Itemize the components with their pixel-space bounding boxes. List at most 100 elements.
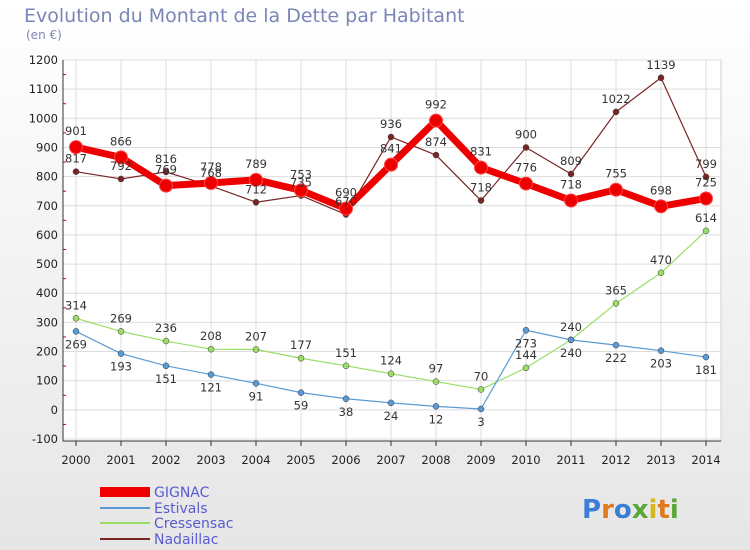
data-label-nadaillac: 817: [65, 152, 87, 166]
data-label-estivals: 240: [560, 346, 582, 360]
data-label-estivals: 181: [695, 363, 717, 377]
data-point-estivals: [207, 371, 215, 378]
data-label-estivals: 269: [65, 337, 87, 351]
proxiti-logo: Proxiti: [582, 495, 679, 525]
data-label-gignac: 698: [650, 183, 672, 197]
x-tick-label: 2006: [331, 453, 360, 467]
data-label-cressensac: 470: [650, 253, 672, 267]
data-point-estivals: [657, 347, 665, 354]
data-point-estivals: [702, 353, 710, 361]
y-tick-label: 900: [36, 140, 58, 154]
data-point-estivals: [522, 327, 530, 334]
data-label-gignac: 776: [515, 161, 537, 175]
chart-title: Evolution du Montant de la Dette par Hab…: [24, 5, 465, 27]
data-point-cressensac: [432, 378, 440, 385]
data-label-nadaillac: 718: [470, 181, 492, 195]
data-point-cressensac: [207, 345, 215, 353]
data-label-cressensac: 124: [380, 354, 402, 368]
data-label-cressensac: 614: [695, 211, 717, 225]
y-tick-label: 400: [36, 286, 58, 300]
data-point-estivals: [342, 395, 350, 403]
data-point-gignac: [249, 172, 263, 187]
data-point-estivals: [612, 341, 620, 349]
data-label-cressensac: 365: [605, 283, 627, 297]
data-point-estivals: [72, 328, 80, 335]
data-point-estivals: [252, 380, 260, 387]
data-point-cressensac: [342, 362, 350, 370]
x-tick-label: 2007: [376, 453, 405, 467]
data-label-nadaillac: 799: [695, 157, 717, 171]
data-point-cressensac: [297, 354, 305, 362]
data-point-cressensac: [252, 346, 260, 353]
data-label-gignac: 769: [155, 163, 177, 177]
data-label-gignac: 992: [425, 98, 447, 112]
data-label-gignac: 725: [695, 175, 717, 189]
data-point-gignac: [654, 199, 668, 214]
data-label-cressensac: 97: [429, 362, 444, 376]
data-point-cressensac: [162, 337, 170, 345]
legend-swatch-gignac: [100, 487, 150, 497]
x-tick-label: 2012: [601, 453, 630, 467]
logo-letter: i: [649, 495, 658, 525]
data-point-gignac: [699, 191, 713, 206]
data-point-estivals: [432, 403, 440, 410]
data-label-nadaillac: 1022: [601, 92, 630, 106]
logo-letter: t: [657, 495, 669, 525]
data-label-cressensac: 314: [65, 298, 87, 312]
data-label-nadaillac: 936: [380, 117, 402, 131]
data-point-gignac: [159, 178, 173, 193]
logo-letter: o: [614, 495, 632, 525]
data-point-cressensac: [387, 370, 395, 377]
legend-label-estivals: Estivals: [154, 501, 208, 517]
data-point-nadaillac: [252, 199, 260, 206]
data-label-nadaillac: 809: [560, 154, 582, 168]
x-tick-label: 2001: [106, 453, 135, 467]
logo-letter: i: [670, 495, 679, 525]
data-point-nadaillac: [702, 173, 710, 181]
data-label-gignac: 755: [605, 167, 627, 181]
legend-label-gignac: GIGNAC: [154, 485, 210, 501]
data-label-cressensac: 70: [474, 369, 489, 383]
data-label-nadaillac: 900: [515, 127, 537, 141]
data-point-nadaillac: [567, 170, 575, 178]
axes: -100 0 100 200 300 400 500 600 700 800 900 1000 1100…: [29, 53, 721, 467]
data-label-cressensac: 144: [515, 348, 537, 362]
data-label-estivals: 24: [384, 409, 399, 423]
data-label-estivals: 12: [429, 412, 444, 426]
data-point-cressensac: [522, 364, 530, 372]
x-tick-label: 2009: [466, 453, 495, 467]
chart-subtitle: (en €): [26, 28, 62, 42]
data-point-estivals: [117, 350, 125, 357]
y-tick-label: 700: [36, 199, 58, 213]
data-labels: 901 866 769 778 789 753 690 841 992 831 776 718 755 6…: [65, 58, 717, 429]
data-point-gignac: [114, 150, 128, 165]
data-label-estivals: 38: [339, 405, 354, 419]
data-label-nadaillac: 712: [245, 182, 267, 196]
data-point-cressensac: [477, 386, 485, 393]
grid-lines: [63, 59, 721, 441]
data-point-cressensac: [702, 227, 710, 235]
logo-letter: x: [632, 495, 649, 525]
data-label-cressensac: 240: [560, 320, 582, 334]
y-tick-label: 800: [36, 170, 58, 184]
data-point-nadaillac: [162, 168, 170, 176]
x-tick-label: 2011: [556, 453, 585, 467]
legend-label-cressensac: Cressensac: [154, 516, 233, 532]
data-label-nadaillac: 816: [155, 152, 177, 166]
x-tick-label: 2004: [241, 453, 270, 467]
data-point-nadaillac: [522, 144, 530, 151]
data-label-gignac: 753: [290, 167, 312, 181]
x-tick-label: 2014: [691, 453, 720, 467]
data-point-estivals: [477, 405, 485, 413]
data-point-nadaillac: [657, 74, 665, 82]
data-label-estivals: 151: [155, 372, 177, 386]
data-point-gignac: [519, 176, 533, 191]
logo-text: Proxiti: [582, 495, 679, 525]
data-point-estivals: [297, 389, 305, 396]
data-label-nadaillac: 792: [110, 159, 132, 173]
data-label-estivals: 3: [477, 415, 484, 429]
data-label-gignac: 866: [110, 134, 132, 148]
data-label-nadaillac: 1139: [646, 58, 675, 72]
